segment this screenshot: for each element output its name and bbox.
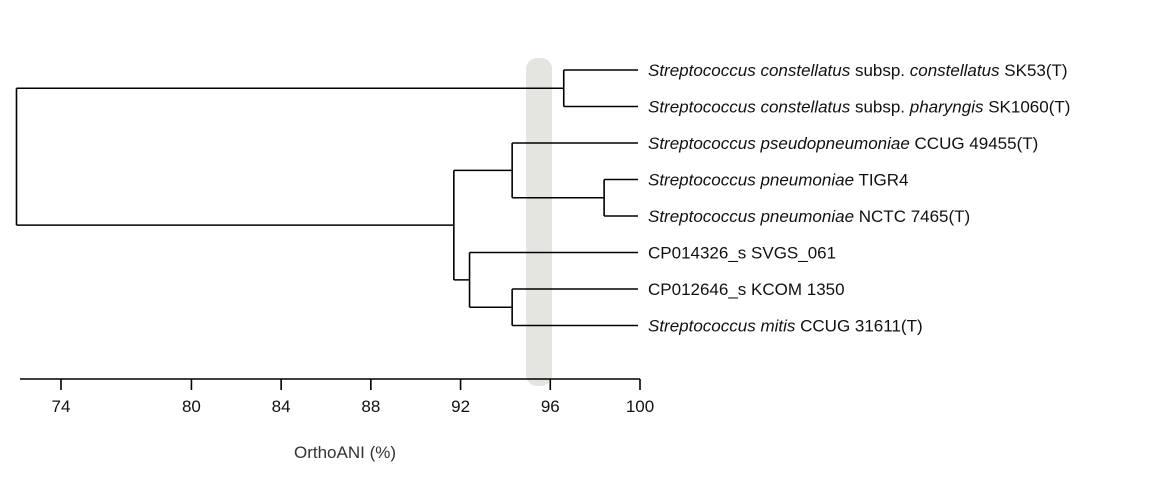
leaf-label-part: subsp. bbox=[850, 61, 910, 80]
leaf-label: Streptococcus pseudopneumoniae CCUG 4945… bbox=[648, 134, 1038, 153]
tick-label: 80 bbox=[182, 397, 201, 416]
threshold-band-rect bbox=[526, 58, 553, 386]
leaf-label-part: Streptococcus pseudopneumoniae bbox=[648, 134, 910, 153]
leaf-label-part: SK53(T) bbox=[1000, 61, 1068, 80]
leaf-label-part: NCTC 7465(T) bbox=[854, 207, 970, 226]
leaf-label-part: subsp. bbox=[850, 98, 910, 117]
leaf-label-part: Streptococcus constellatus bbox=[648, 61, 851, 80]
tick-label: 100 bbox=[626, 397, 654, 416]
tree-branches bbox=[15, 69, 638, 327]
leaf-label: Streptococcus pneumoniae NCTC 7465(T) bbox=[648, 207, 970, 226]
leaf-label: CP014326_s SVGS_061 bbox=[648, 244, 836, 263]
leaf-label-part: SK1060(T) bbox=[983, 98, 1070, 117]
leaf-label-part: pharyngis bbox=[909, 98, 984, 117]
ani-threshold-band bbox=[526, 58, 553, 386]
tick-label: 88 bbox=[361, 397, 380, 416]
tick-label: 96 bbox=[541, 397, 560, 416]
leaf-label: Streptococcus pneumoniae TIGR4 bbox=[648, 171, 909, 190]
leaf-labels: Streptococcus constellatus subsp. conste… bbox=[648, 61, 1070, 336]
tick-label: 74 bbox=[52, 397, 71, 416]
tick-label: 84 bbox=[272, 397, 291, 416]
leaf-label: Streptococcus constellatus subsp. conste… bbox=[648, 61, 1068, 80]
leaf-label-part: Streptococcus mitis bbox=[648, 317, 796, 336]
leaf-label-part: Streptococcus pneumoniae bbox=[648, 207, 854, 226]
x-axis: 74 80 84 88 92 96 100 bbox=[20, 378, 654, 416]
leaf-label: Streptococcus constellatus subsp. pharyn… bbox=[648, 98, 1070, 117]
leaf-label-part: TIGR4 bbox=[854, 171, 908, 190]
leaf-label-part: Streptococcus pneumoniae bbox=[648, 171, 854, 190]
leaf-label: CP012646_s KCOM 1350 bbox=[648, 280, 845, 299]
leaf-label-part: Streptococcus constellatus bbox=[648, 98, 851, 117]
axis-title: OrthoANI (%) bbox=[294, 443, 396, 462]
leaf-label-part: CCUG 31611(T) bbox=[795, 317, 922, 336]
leaf-label-part: CP014326_s SVGS_061 bbox=[648, 244, 836, 263]
leaf-label: Streptococcus mitis CCUG 31611(T) bbox=[648, 317, 923, 336]
leaf-label-part: constellatus bbox=[910, 61, 1000, 80]
tick-label: 92 bbox=[451, 397, 470, 416]
leaf-label-part: CCUG 49455(T) bbox=[910, 134, 1038, 153]
leaf-label-part: CP012646_s KCOM 1350 bbox=[648, 280, 845, 299]
